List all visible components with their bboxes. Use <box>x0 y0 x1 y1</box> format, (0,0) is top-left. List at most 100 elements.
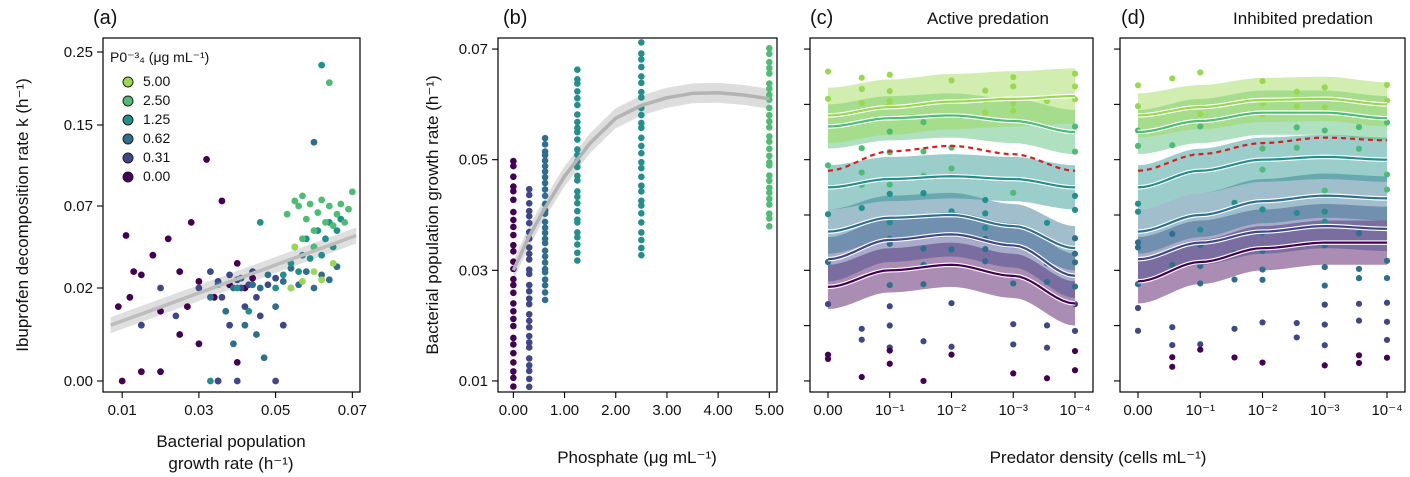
legend-swatch <box>122 95 134 107</box>
data-point-b <box>541 192 549 200</box>
data-point-b <box>541 218 549 226</box>
data-point-b <box>766 177 773 185</box>
data-point-c <box>858 85 865 93</box>
data-point-c <box>886 190 893 197</box>
data-point-b <box>541 224 549 232</box>
data-point-c <box>1043 219 1051 226</box>
data-point-a <box>137 368 145 376</box>
data-point-c <box>1010 107 1017 114</box>
data-point-d <box>1383 81 1391 89</box>
panel-b: (b) 0.01 0.03 0.05 0.07 0.00 1.00 2.00 3.00 4.00 5… <box>423 7 784 467</box>
data-point-b <box>766 91 773 99</box>
data-point-b <box>638 63 645 71</box>
data-point-b <box>525 191 533 199</box>
data-point-a <box>272 303 280 310</box>
data-point-d <box>1355 275 1363 282</box>
data-point-b <box>638 164 645 172</box>
data-point-b <box>541 253 549 260</box>
panel-a: (a) 0.00 0.02 0.07 0.15 0.25 0.01 0.03 0.05 0.07 B… <box>13 7 367 473</box>
data-point-b <box>766 215 773 222</box>
data-point-c <box>858 145 865 152</box>
data-point-b <box>574 66 581 74</box>
data-point-d <box>1321 263 1328 271</box>
data-point-b <box>510 187 517 195</box>
data-point-a <box>187 219 195 226</box>
data-point-c <box>824 301 832 308</box>
data-point-c <box>920 119 927 126</box>
data-point-c <box>886 219 893 226</box>
data-point-b <box>541 265 549 273</box>
data-point-c <box>858 169 865 176</box>
data-point-b <box>638 39 645 46</box>
data-point-a <box>287 264 295 272</box>
data-point-b <box>638 219 645 226</box>
data-point-b <box>510 223 517 231</box>
data-point-a <box>137 271 145 279</box>
y-tick-label-b: 0.01 <box>459 373 488 390</box>
data-point-b <box>574 241 581 248</box>
data-point-b <box>510 216 517 224</box>
data-point-d <box>1321 301 1328 308</box>
data-point-c <box>1010 100 1017 107</box>
data-point-b <box>525 375 533 383</box>
data-point-b <box>766 138 773 146</box>
data-point-d <box>1293 334 1300 341</box>
data-point-a <box>318 271 326 279</box>
data-point-a <box>306 255 314 262</box>
data-point-c <box>1071 327 1079 335</box>
data-point-a <box>207 293 214 301</box>
data-point-b <box>541 276 549 283</box>
data-point-c <box>1071 347 1079 355</box>
data-point-c <box>920 190 927 197</box>
data-point-a <box>195 340 203 348</box>
data-point-b <box>638 236 645 244</box>
data-point-d <box>1293 103 1300 110</box>
data-point-b <box>510 315 517 323</box>
data-point-c <box>1071 192 1079 199</box>
data-point-d <box>1321 342 1328 349</box>
data-point-c <box>982 258 989 265</box>
data-point-a <box>118 377 126 385</box>
data-point-c <box>1010 189 1017 196</box>
data-point-a <box>318 251 326 259</box>
data-point-b <box>638 188 645 195</box>
data-point-a <box>322 219 329 226</box>
data-point-b <box>766 189 773 196</box>
data-point-a <box>233 377 241 385</box>
x-axis-title-a-line1: Bacterial population <box>156 432 305 451</box>
x-axis-title-a-line2: growth rate (h⁻¹) <box>168 454 293 473</box>
data-point-b <box>525 367 533 375</box>
data-point-d <box>1169 341 1176 349</box>
data-point-c <box>1071 148 1079 155</box>
x-tick-label-a: 0.03 <box>184 402 213 419</box>
data-point-b <box>574 101 581 109</box>
legend-label: 0.00 <box>143 168 170 184</box>
data-point-b <box>638 73 645 80</box>
data-point-d <box>1355 230 1363 237</box>
legend-label: 1.25 <box>143 111 170 127</box>
data-point-c <box>1043 344 1051 351</box>
data-point-d <box>1169 142 1176 149</box>
series-line-d <box>1137 111 1388 134</box>
data-point-a <box>302 215 310 223</box>
data-point-b <box>510 248 517 255</box>
data-point-d <box>1321 127 1328 134</box>
trend-line-a <box>110 233 357 327</box>
data-point-d <box>1197 110 1204 118</box>
data-point-b <box>525 310 533 318</box>
data-point-b <box>541 229 549 237</box>
y-axis-title-a: Ibuprofen decomposition rate k (h⁻¹) <box>13 78 32 352</box>
data-point-c <box>858 204 865 212</box>
data-point-c <box>1010 280 1017 287</box>
data-point-d <box>1169 75 1176 82</box>
data-point-b <box>638 197 645 205</box>
x-tick-label-d: 10⁻¹ <box>1185 402 1215 419</box>
data-point-d <box>1321 187 1328 194</box>
data-point-b <box>766 159 773 166</box>
data-point-b <box>574 94 581 102</box>
data-point-c <box>948 165 955 172</box>
data-point-b <box>638 158 645 166</box>
data-point-b <box>510 307 517 315</box>
data-point-d <box>1355 145 1363 152</box>
x-tick-label-c: 10⁻² <box>937 402 967 419</box>
